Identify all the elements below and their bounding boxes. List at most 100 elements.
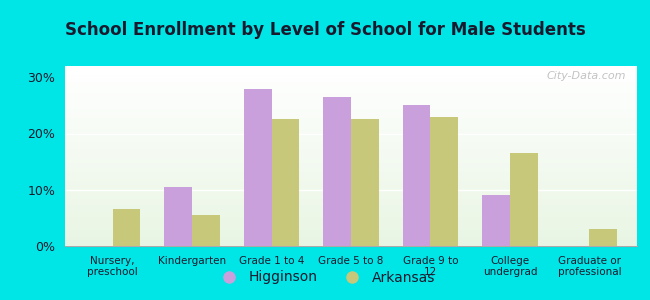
Bar <box>65 80 637 82</box>
Bar <box>65 197 637 199</box>
Bar <box>351 119 379 246</box>
Bar <box>65 102 637 104</box>
Text: School Enrollment by Level of School for Male Students: School Enrollment by Level of School for… <box>64 21 586 39</box>
Bar <box>65 124 637 125</box>
Bar <box>482 195 510 246</box>
Bar <box>65 172 637 174</box>
Bar <box>65 244 637 246</box>
Bar <box>65 199 637 201</box>
Bar <box>65 82 637 84</box>
Bar <box>65 167 637 169</box>
Bar <box>65 239 637 241</box>
Bar <box>65 138 637 140</box>
Bar <box>65 88 637 89</box>
Bar <box>65 111 637 113</box>
Bar <box>65 115 637 116</box>
Bar <box>65 66 637 68</box>
Bar <box>65 174 637 176</box>
Bar <box>65 163 637 165</box>
Bar <box>65 71 637 73</box>
Legend: Higginson, Arkansas: Higginson, Arkansas <box>209 265 441 290</box>
Bar <box>65 120 637 122</box>
Bar <box>65 149 637 151</box>
Bar <box>65 70 637 71</box>
Bar <box>65 122 637 124</box>
Bar <box>65 224 637 226</box>
Bar <box>65 86 637 88</box>
Bar <box>65 107 637 109</box>
Bar <box>65 192 637 194</box>
Bar <box>65 223 637 224</box>
Bar <box>65 201 637 203</box>
Bar <box>65 235 637 237</box>
Bar <box>65 68 637 70</box>
Bar <box>65 131 637 133</box>
Bar <box>65 89 637 91</box>
Bar <box>65 232 637 233</box>
Bar <box>402 105 430 246</box>
Bar <box>65 104 637 106</box>
Bar <box>65 133 637 134</box>
Bar <box>65 98 637 100</box>
Bar <box>65 178 637 179</box>
Bar <box>65 206 637 208</box>
Bar <box>65 205 637 206</box>
Bar <box>65 208 637 210</box>
Bar <box>65 226 637 228</box>
Bar <box>65 145 637 147</box>
Bar <box>65 95 637 97</box>
Bar <box>65 219 637 221</box>
Bar <box>65 136 637 138</box>
Bar <box>65 228 637 230</box>
Bar <box>65 158 637 160</box>
Bar <box>65 106 637 107</box>
Bar <box>65 125 637 127</box>
Bar <box>65 152 637 154</box>
Bar <box>65 113 637 115</box>
Bar <box>65 116 637 118</box>
Bar <box>112 209 140 246</box>
Bar <box>65 134 637 136</box>
Bar <box>65 118 637 120</box>
Bar <box>65 221 637 223</box>
Bar <box>65 194 637 196</box>
Bar <box>164 187 192 246</box>
Bar <box>65 183 637 185</box>
Bar <box>65 203 637 205</box>
Bar <box>272 119 300 246</box>
Bar <box>65 185 637 187</box>
Bar <box>65 77 637 79</box>
Bar <box>65 73 637 75</box>
Bar <box>65 160 637 161</box>
Bar <box>65 169 637 170</box>
Bar <box>65 97 637 98</box>
Bar <box>65 109 637 111</box>
Bar <box>65 93 637 95</box>
Bar <box>65 75 637 77</box>
Bar <box>65 242 637 244</box>
Bar <box>65 140 637 142</box>
Bar <box>65 241 637 242</box>
Bar <box>65 217 637 219</box>
Bar <box>323 97 351 246</box>
Bar <box>65 154 637 156</box>
Bar <box>430 117 458 246</box>
Bar <box>65 210 637 212</box>
Bar <box>65 142 637 143</box>
Bar <box>65 156 637 158</box>
Bar <box>65 188 637 190</box>
Bar <box>65 212 637 214</box>
Bar <box>65 230 637 232</box>
Bar <box>65 214 637 215</box>
Bar <box>65 179 637 181</box>
Bar <box>65 79 637 80</box>
Bar <box>65 100 637 102</box>
Bar <box>65 176 637 178</box>
Bar <box>65 187 637 188</box>
Bar <box>590 229 617 246</box>
Bar <box>65 84 637 86</box>
Bar <box>65 233 637 235</box>
Bar <box>65 151 637 152</box>
Bar <box>65 147 637 149</box>
Bar <box>65 215 637 217</box>
